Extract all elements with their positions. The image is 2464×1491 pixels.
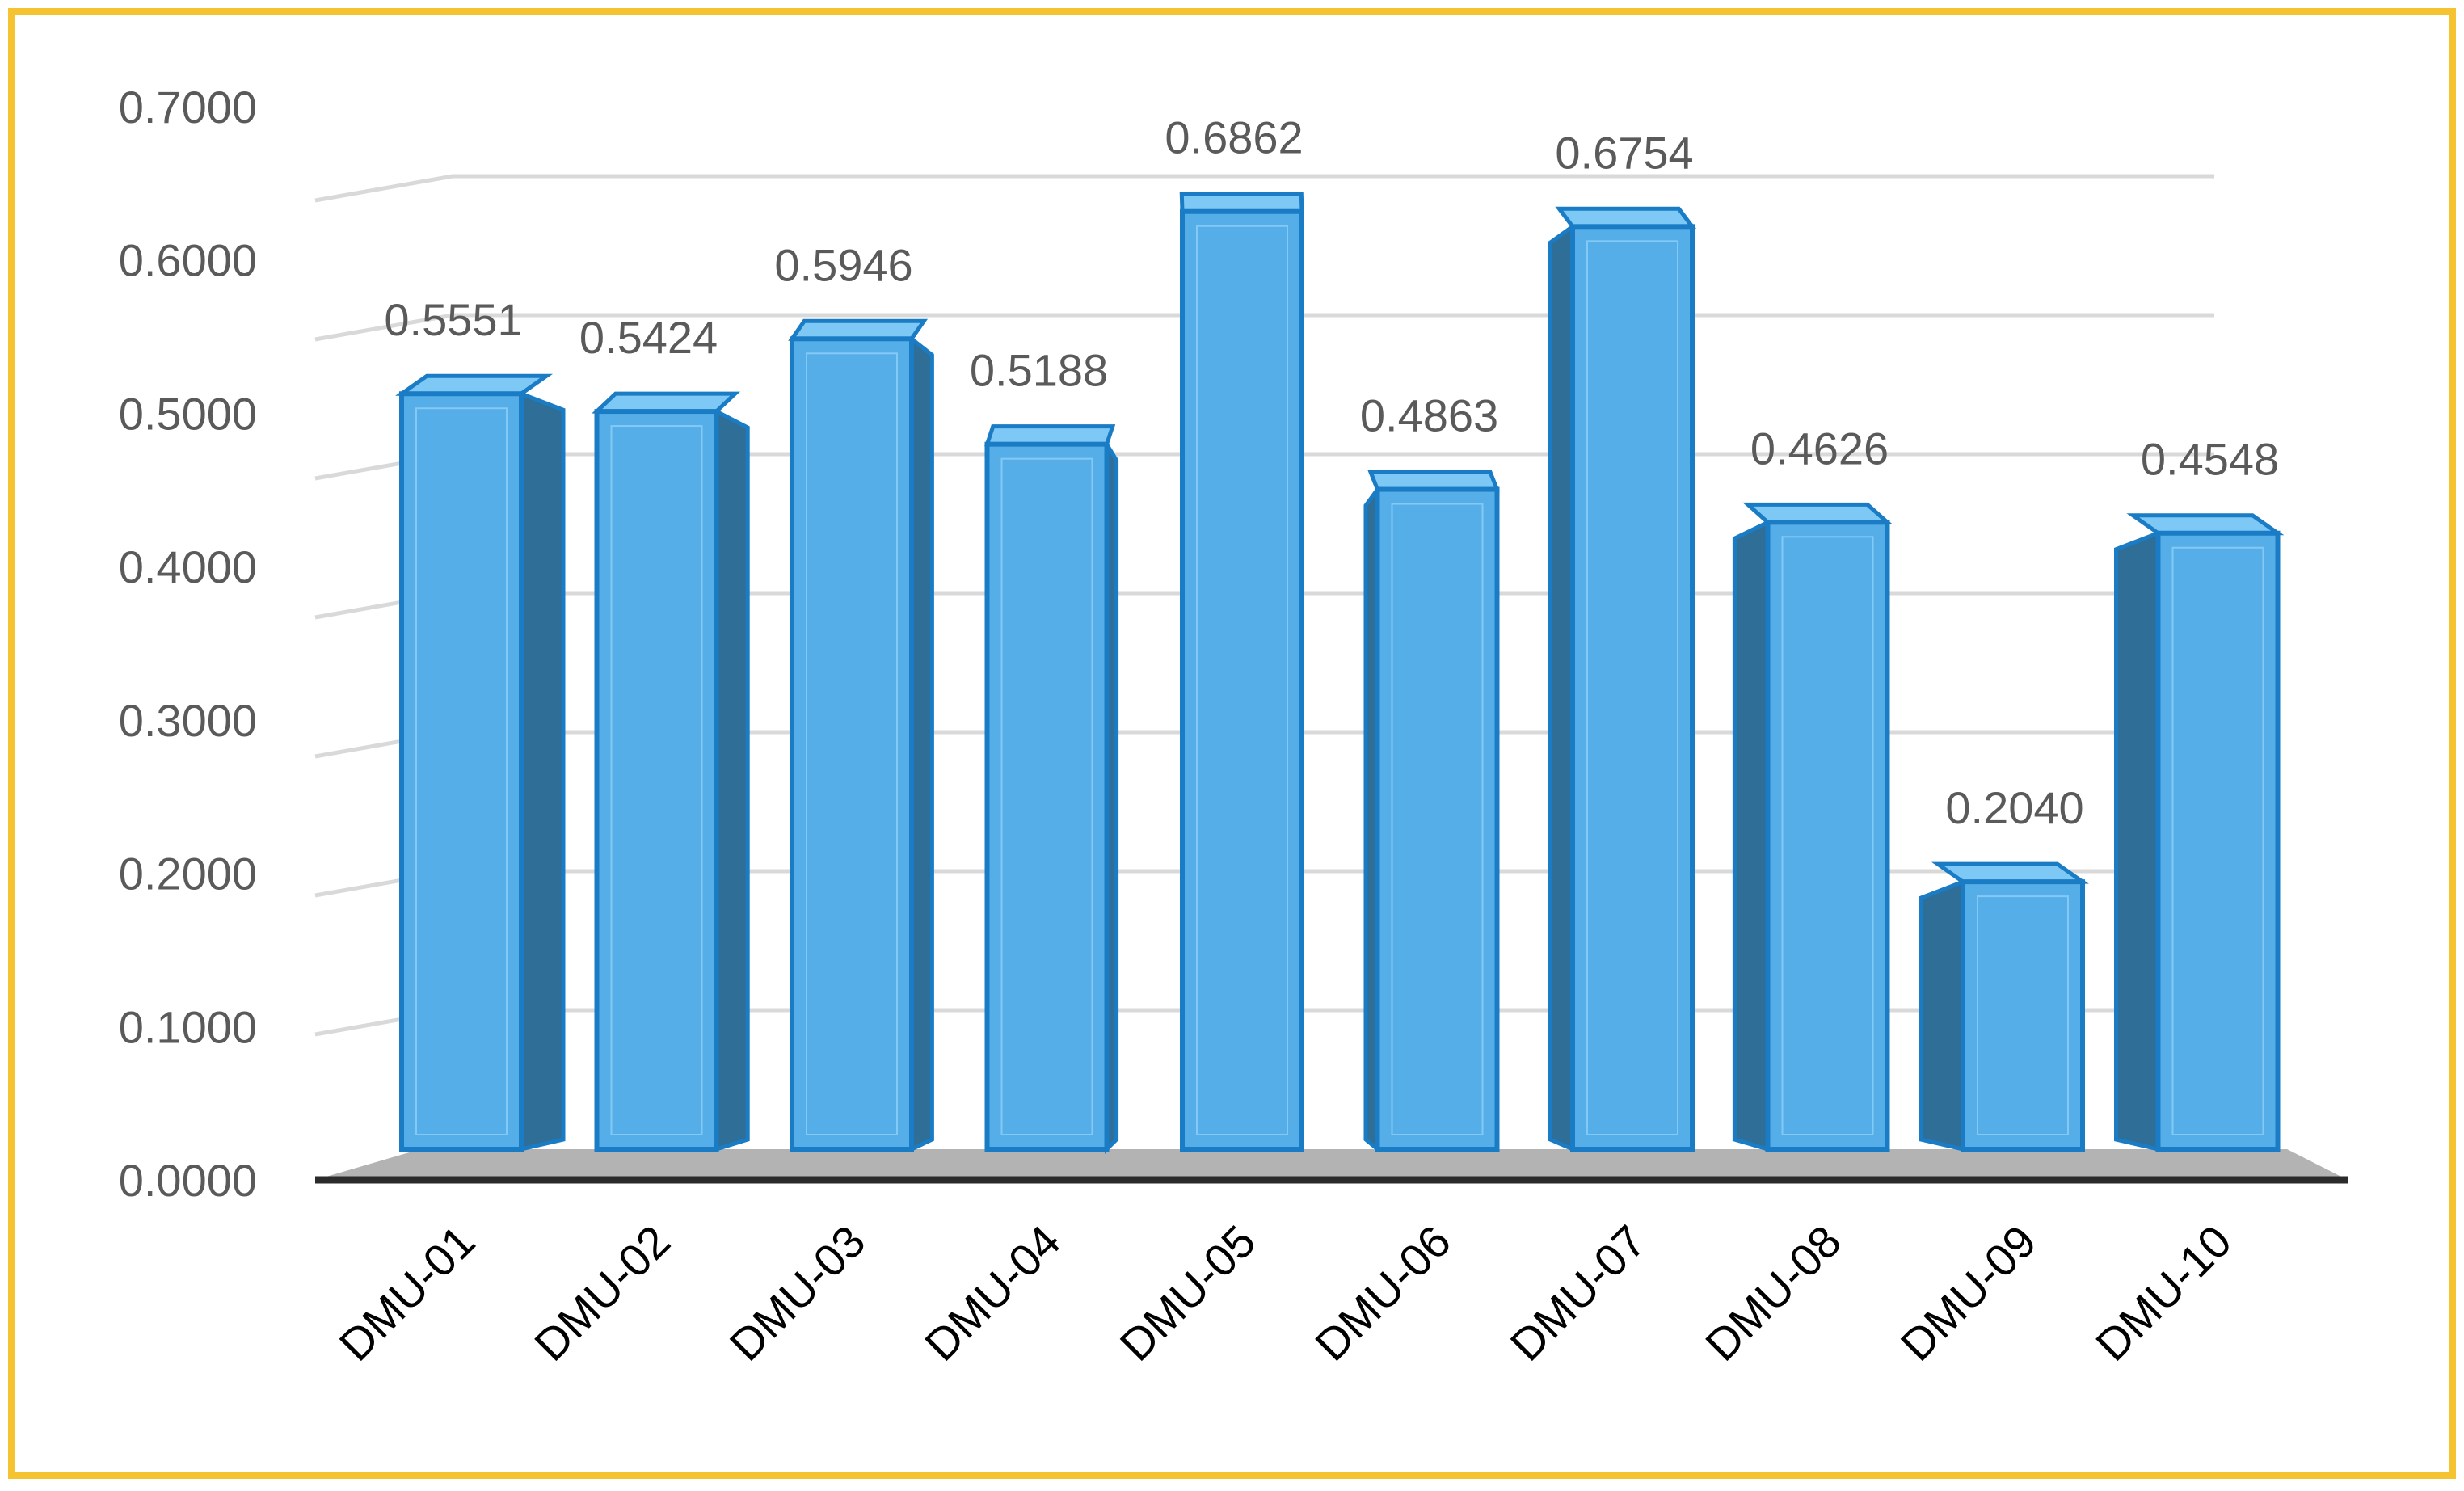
bar-front-face: [2155, 530, 2281, 1152]
bar-side-face: [1732, 519, 1770, 1152]
bar-inner-edge: [1391, 503, 1484, 1135]
bar-front-face: [1961, 879, 2085, 1152]
bar-front-face: [1180, 208, 1304, 1152]
bar-top-face: [984, 424, 1116, 447]
bar: [1363, 470, 1501, 1154]
gridline: [314, 174, 2214, 203]
y-tick-label: 0.5000: [119, 388, 257, 439]
bar-side-face: [2114, 530, 2160, 1152]
bar-top-face: [1179, 192, 1304, 214]
data-label: 0.4548: [2141, 434, 2279, 485]
y-tick-label: 0.2000: [119, 849, 257, 899]
bar-side-face: [519, 390, 566, 1152]
bar: [1548, 206, 1697, 1152]
bar-front-face: [1765, 520, 1890, 1152]
bar-side-face: [1548, 222, 1575, 1152]
y-tick-label: 0.6000: [119, 235, 257, 286]
bar: [984, 424, 1119, 1155]
bar: [1919, 861, 2089, 1152]
floor-plane: [315, 1149, 2348, 1180]
data-label: 0.5551: [384, 294, 522, 345]
bar-inner-edge: [806, 352, 898, 1135]
y-tick-label: 0.1000: [119, 1001, 257, 1052]
bar-top-face: [788, 318, 929, 341]
bar: [1179, 192, 1304, 1152]
bar-inner-edge: [1586, 240, 1678, 1135]
data-label: 0.6754: [1555, 127, 1693, 178]
y-axis-tick-labels: 0.0000 0.1000 0.2000 0.3000 0.4000 0.5000 0.60…: [119, 82, 257, 1206]
bar-top-face: [395, 373, 554, 396]
y-tick-label: 0.7000: [119, 82, 257, 133]
bar-front-face: [1375, 486, 1500, 1152]
data-label: 0.5188: [970, 345, 1108, 396]
bar: [592, 391, 750, 1152]
bar: [2114, 513, 2285, 1152]
bar-top-face: [1742, 502, 1893, 524]
bar-inner-edge: [1977, 895, 2069, 1135]
data-labels: 0.5551 0.5424 0.5946 0.5188 0.6862 0.4863 0.67…: [384, 112, 2279, 833]
chart-floor: [315, 1149, 2348, 1184]
bar-top-face: [2126, 513, 2285, 536]
bar-inner-edge: [415, 407, 508, 1135]
bar-front-face: [594, 409, 719, 1152]
bar-inner-edge: [610, 425, 703, 1135]
y-tick-label: 0.0000: [119, 1155, 257, 1206]
bar-top-face: [1555, 206, 1697, 229]
data-label: 0.4626: [1750, 423, 1889, 474]
bar: [395, 373, 566, 1152]
bar-front-face: [399, 391, 524, 1152]
bar-front-face: [1570, 224, 1695, 1152]
bar-top-face: [592, 391, 740, 414]
bar-front-face: [790, 336, 914, 1152]
y-tick-label: 0.4000: [119, 541, 257, 592]
bars: [395, 192, 2285, 1155]
data-label: 0.4863: [1360, 390, 1498, 441]
bar-inner-edge: [1000, 457, 1093, 1135]
bar-inner-edge: [1781, 536, 1874, 1135]
bar-side-face: [909, 335, 934, 1152]
y-tick-label: 0.3000: [119, 695, 257, 746]
bar: [788, 318, 934, 1152]
bar-top-face: [1367, 470, 1501, 492]
bar-top-face: [1931, 861, 2089, 884]
data-label: 0.5424: [579, 312, 718, 363]
bar-inner-edge: [2171, 546, 2264, 1135]
bar-side-face: [1919, 878, 1965, 1152]
bar-side-face: [714, 407, 750, 1152]
data-label: 0.6862: [1165, 112, 1303, 163]
bar-inner-edge: [1196, 225, 1288, 1136]
data-label: 0.5946: [774, 239, 912, 290]
bar-front-face: [984, 441, 1110, 1152]
data-label: 0.2040: [1945, 782, 2083, 833]
bar: [1732, 502, 1893, 1152]
